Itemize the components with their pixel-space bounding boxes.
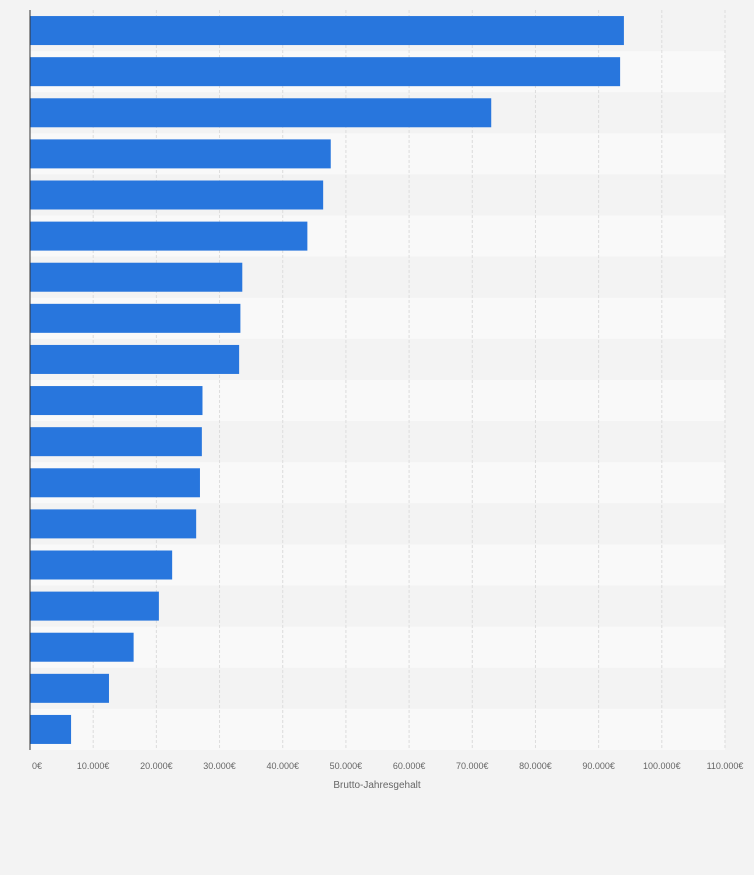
x-tick-label: 100.000€ (643, 761, 681, 771)
bar[interactable] (30, 714, 72, 744)
bar[interactable] (30, 98, 492, 128)
x-tick-label: 30.000€ (203, 761, 236, 771)
x-axis-label: Brutto-Jahresgehalt (333, 780, 420, 791)
bar[interactable] (30, 386, 203, 416)
bar[interactable] (30, 427, 202, 457)
row-band (30, 708, 725, 750)
x-tick-label: 0€ (32, 761, 42, 771)
bar[interactable] (30, 632, 134, 662)
bar[interactable] (30, 57, 621, 87)
gridlines (92, 10, 726, 750)
bar[interactable] (30, 509, 197, 539)
bar[interactable] (30, 550, 173, 580)
x-tick-label: 90.000€ (582, 761, 615, 771)
row-band (30, 626, 725, 668)
x-tick-labels: 0€ 10.000€ 20.000€ 30.000€ 40.000€ 50.000€ 60.… (32, 761, 743, 771)
bar[interactable] (30, 221, 308, 251)
x-tick-label: 80.000€ (519, 761, 552, 771)
bar[interactable] (30, 16, 624, 46)
x-tick-label: 50.000€ (330, 761, 363, 771)
x-tick-label: 110.000€ (707, 761, 744, 771)
row-band (30, 667, 725, 709)
bar[interactable] (30, 303, 241, 333)
bar[interactable] (30, 139, 331, 169)
x-tick-label: 70.000€ (456, 761, 489, 771)
x-tick-label: 20.000€ (140, 761, 173, 771)
x-tick-label: 60.000€ (393, 761, 426, 771)
bar[interactable] (30, 591, 159, 621)
bar[interactable] (30, 344, 240, 374)
bar[interactable] (30, 180, 324, 210)
bar[interactable] (30, 262, 243, 292)
x-tick-label: 40.000€ (266, 761, 299, 771)
bars (30, 16, 624, 744)
bar[interactable] (30, 673, 109, 703)
x-tick-label: 10.000€ (77, 761, 110, 771)
bar[interactable] (30, 468, 200, 498)
